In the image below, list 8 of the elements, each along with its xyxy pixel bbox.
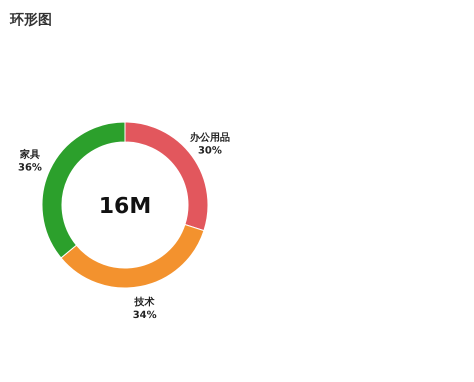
data-label: 34% bbox=[132, 310, 157, 322]
chart-title: 环形图 bbox=[9, 12, 52, 28]
slice-label: 家具 bbox=[18, 148, 40, 160]
data-label: 30% bbox=[198, 145, 222, 156]
data-label: 36% bbox=[18, 162, 42, 174]
slice-label: 办公用品 bbox=[188, 131, 230, 144]
text: 16M bbox=[98, 194, 152, 219]
slice-label: 技术 bbox=[134, 296, 156, 308]
